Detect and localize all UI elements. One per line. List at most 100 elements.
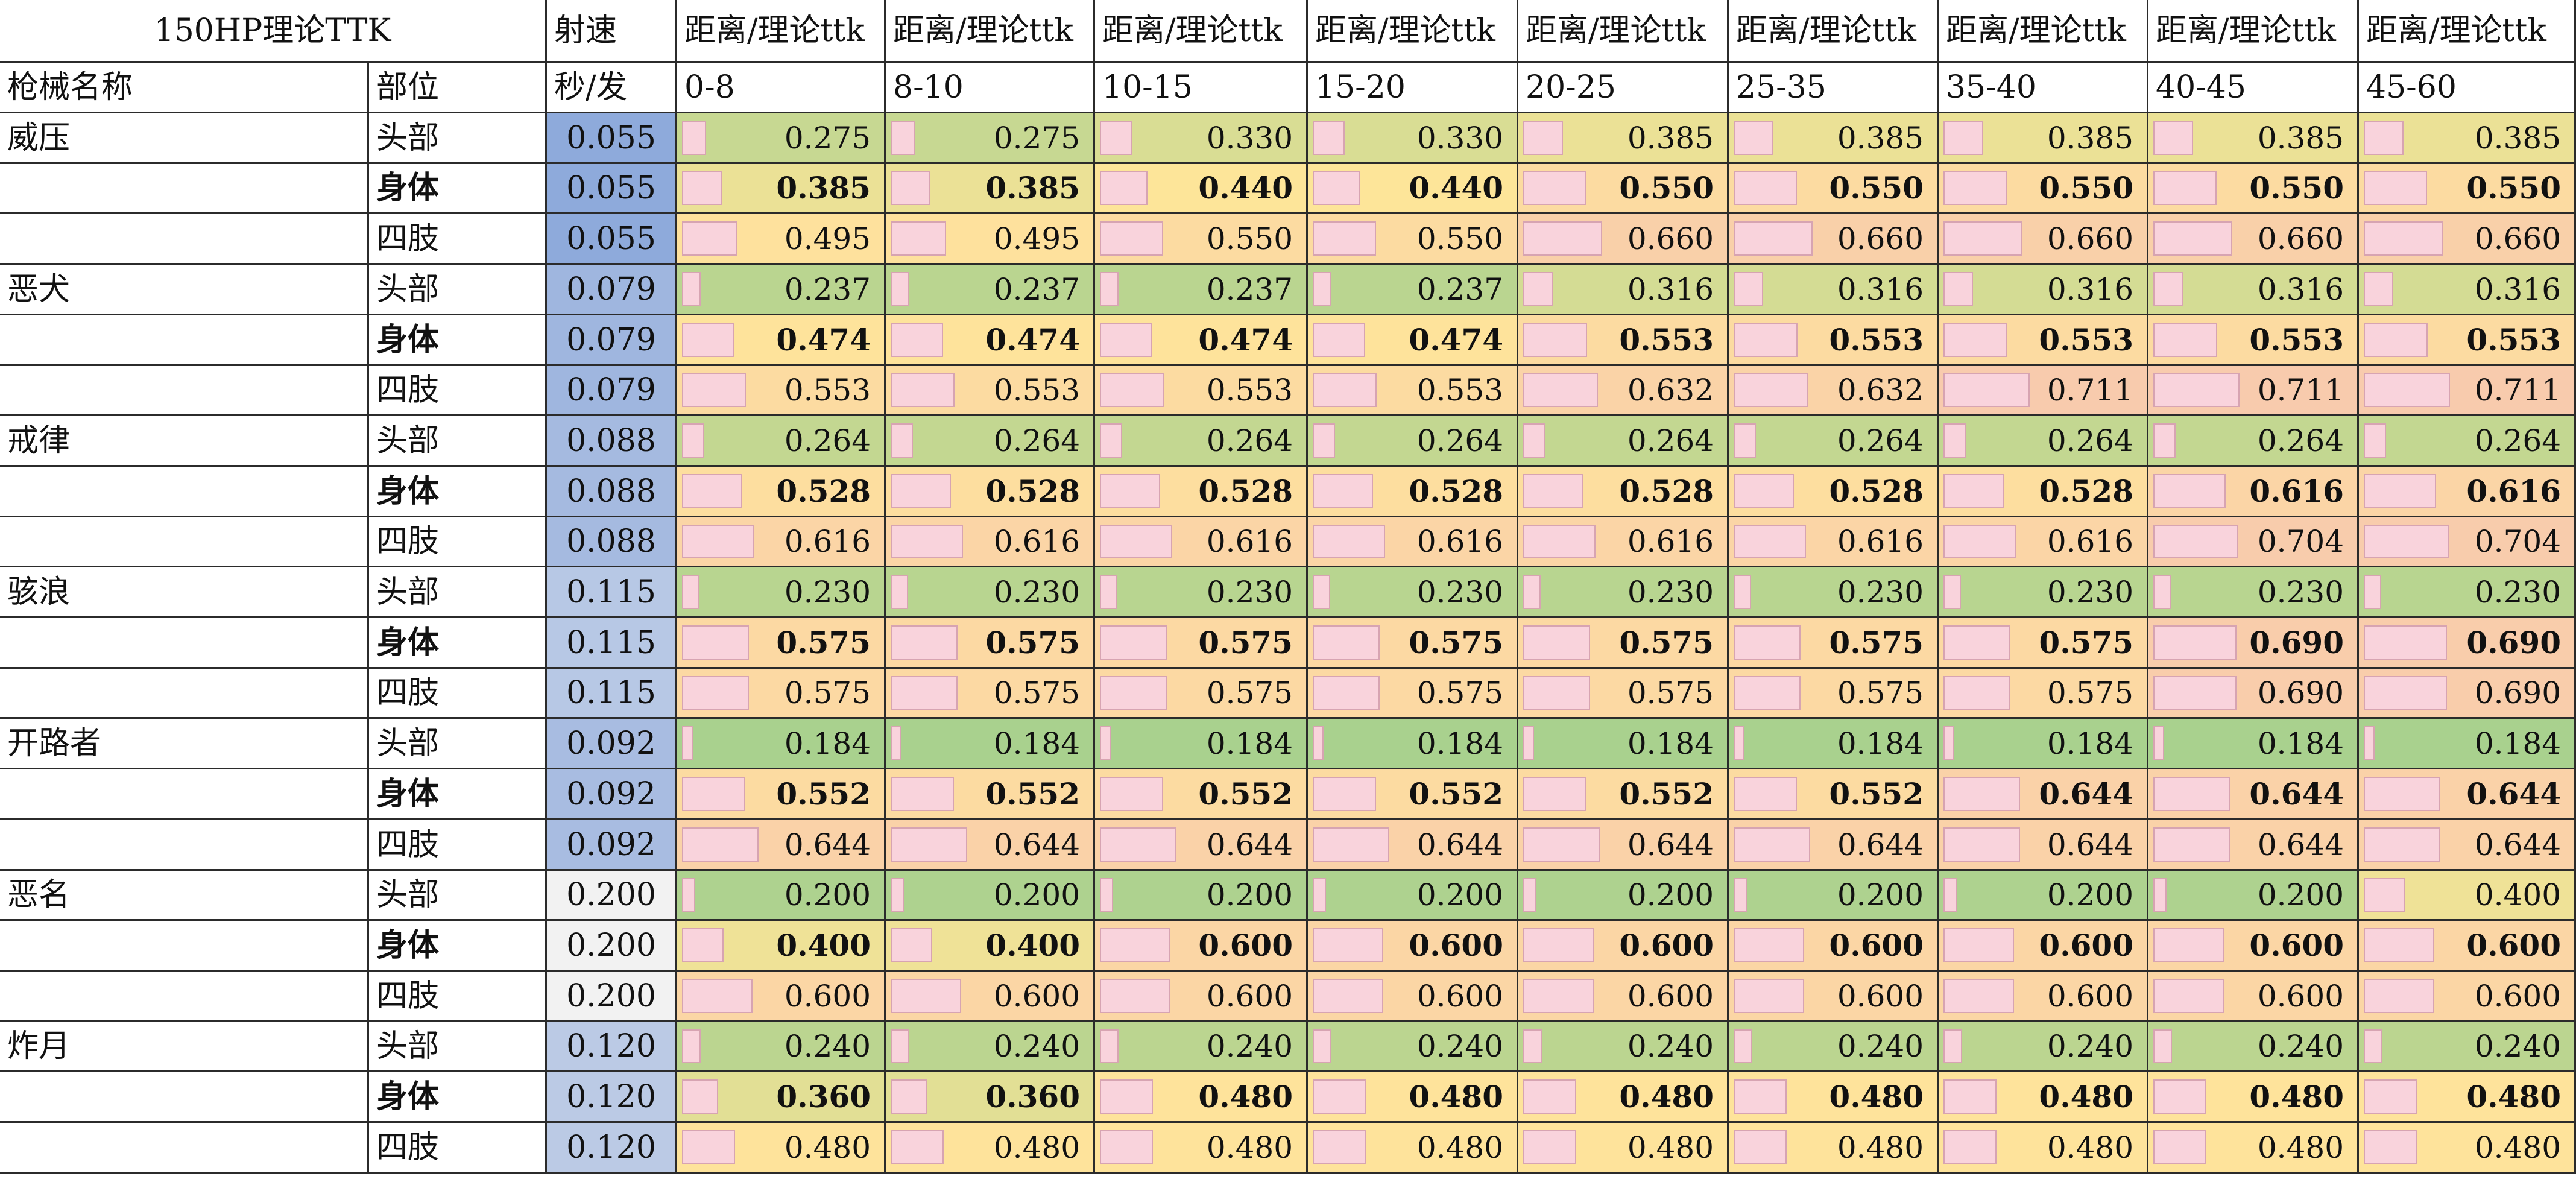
ttk-cell[interactable]: 0.600 [1308,972,1518,1022]
fire-rate-cell[interactable]: 0.079 [547,265,677,315]
distance-header-cell[interactable]: 距离/理论ttk [1939,0,2148,63]
ttk-cell[interactable]: 0.200 [2148,871,2359,921]
ttk-cell[interactable]: 0.660 [1939,214,2148,265]
ttk-cell[interactable]: 0.575 [1729,618,1939,669]
weapon-name-cell[interactable] [0,820,369,871]
ttk-cell[interactable]: 0.711 [1939,366,2148,416]
ttk-cell[interactable]: 0.200 [1939,871,2148,921]
ttk-cell[interactable]: 0.200 [1095,871,1308,921]
ttk-cell[interactable]: 0.711 [2148,366,2359,416]
ttk-cell[interactable]: 0.275 [677,113,886,164]
ttk-cell[interactable]: 0.644 [1729,820,1939,871]
ttk-cell[interactable]: 0.616 [2359,467,2576,517]
fire-rate-cell[interactable]: 0.088 [547,517,677,567]
ttk-cell[interactable]: 0.264 [1939,416,2148,467]
title-cell[interactable]: 150HP理论TTK [0,0,547,63]
ttk-cell[interactable]: 0.553 [2359,315,2576,366]
ttk-cell[interactable]: 0.600 [2359,921,2576,972]
ttk-cell[interactable]: 0.528 [1308,467,1518,517]
ttk-cell[interactable]: 0.474 [1308,315,1518,366]
fire-rate-cell[interactable]: 0.055 [547,214,677,265]
weapon-name-cell[interactable] [0,467,369,517]
ttk-cell[interactable]: 0.200 [1729,871,1939,921]
ttk-cell[interactable]: 0.480 [1308,1123,1518,1174]
range-header-cell[interactable]: 20-25 [1518,63,1729,113]
ttk-cell[interactable]: 0.480 [1518,1123,1729,1174]
part-cell[interactable]: 四肢 [369,517,547,567]
weapon-name-cell[interactable]: 恶名 [0,871,369,921]
ttk-cell[interactable]: 0.550 [2148,164,2359,214]
ttk-cell[interactable]: 0.660 [2359,214,2576,265]
ttk-cell[interactable]: 0.385 [677,164,886,214]
ttk-cell[interactable]: 0.553 [677,366,886,416]
ttk-cell[interactable]: 0.184 [1729,719,1939,769]
ttk-cell[interactable]: 0.330 [1095,113,1308,164]
part-cell[interactable]: 四肢 [369,366,547,416]
part-cell[interactable]: 头部 [369,719,547,769]
ttk-cell[interactable]: 0.385 [1518,113,1729,164]
ttk-cell[interactable]: 0.575 [1518,669,1729,719]
part-cell[interactable]: 头部 [369,265,547,315]
ttk-cell[interactable]: 0.600 [1518,921,1729,972]
ttk-cell[interactable]: 0.200 [1518,871,1729,921]
range-header-cell[interactable]: 10-15 [1095,63,1308,113]
ttk-cell[interactable]: 0.240 [1729,1022,1939,1072]
range-header-cell[interactable]: 8-10 [886,63,1095,113]
ttk-cell[interactable]: 0.552 [677,769,886,820]
weapon-name-cell[interactable] [0,921,369,972]
ttk-cell[interactable]: 0.575 [1729,669,1939,719]
part-cell[interactable]: 四肢 [369,972,547,1022]
ttk-cell[interactable]: 0.230 [1518,567,1729,618]
ttk-cell[interactable]: 0.360 [677,1072,886,1123]
weapon-name-cell[interactable]: 威压 [0,113,369,164]
ttk-cell[interactable]: 0.552 [886,769,1095,820]
ttk-cell[interactable]: 0.575 [1939,618,2148,669]
ttk-cell[interactable]: 0.644 [2148,769,2359,820]
ttk-cell[interactable]: 0.528 [1939,467,2148,517]
weapon-name-cell[interactable] [0,972,369,1022]
ttk-cell[interactable]: 0.575 [677,669,886,719]
fire-rate-cell[interactable]: 0.092 [547,719,677,769]
ttk-cell[interactable]: 0.600 [2148,921,2359,972]
fire-rate-cell[interactable]: 0.200 [547,871,677,921]
weapon-name-cell[interactable] [0,618,369,669]
fire-rate-cell[interactable]: 0.200 [547,972,677,1022]
ttk-cell[interactable]: 0.240 [1518,1022,1729,1072]
ttk-cell[interactable]: 0.660 [1518,214,1729,265]
ttk-cell[interactable]: 0.237 [1308,265,1518,315]
ttk-cell[interactable]: 0.230 [886,567,1095,618]
ttk-cell[interactable]: 0.600 [1729,972,1939,1022]
ttk-cell[interactable]: 0.480 [1939,1072,2148,1123]
ttk-cell[interactable]: 0.184 [1308,719,1518,769]
fire-rate-cell[interactable]: 0.200 [547,921,677,972]
ttk-cell[interactable]: 0.644 [1308,820,1518,871]
part-cell[interactable]: 身体 [369,315,547,366]
part-cell[interactable]: 身体 [369,769,547,820]
ttk-cell[interactable]: 0.316 [2148,265,2359,315]
ttk-cell[interactable]: 0.600 [2148,972,2359,1022]
ttk-cell[interactable]: 0.600 [1729,921,1939,972]
ttk-cell[interactable]: 0.495 [886,214,1095,265]
ttk-cell[interactable]: 0.480 [2359,1072,2576,1123]
ttk-cell[interactable]: 0.575 [1095,618,1308,669]
ttk-cell[interactable]: 0.264 [1095,416,1308,467]
ttk-cell[interactable]: 0.385 [2359,113,2576,164]
part-cell[interactable]: 身体 [369,1072,547,1123]
range-header-cell[interactable]: 35-40 [1939,63,2148,113]
fire-rate-cell[interactable]: 0.088 [547,416,677,467]
ttk-cell[interactable]: 0.550 [1729,164,1939,214]
ttk-cell[interactable]: 0.575 [1308,618,1518,669]
weapon-name-cell[interactable] [0,164,369,214]
fire-rate-cell[interactable]: 0.055 [547,113,677,164]
weapon-name-cell[interactable]: 戒律 [0,416,369,467]
ttk-cell[interactable]: 0.240 [1939,1022,2148,1072]
ttk-cell[interactable]: 0.200 [677,871,886,921]
ttk-cell[interactable]: 0.644 [1518,820,1729,871]
ttk-cell[interactable]: 0.553 [1939,315,2148,366]
ttk-cell[interactable]: 0.480 [2148,1123,2359,1174]
ttk-cell[interactable]: 0.230 [677,567,886,618]
ttk-cell[interactable]: 0.385 [2148,113,2359,164]
ttk-cell[interactable]: 0.184 [1939,719,2148,769]
ttk-cell[interactable]: 0.264 [2148,416,2359,467]
fire-rate-cell[interactable]: 0.120 [547,1123,677,1174]
